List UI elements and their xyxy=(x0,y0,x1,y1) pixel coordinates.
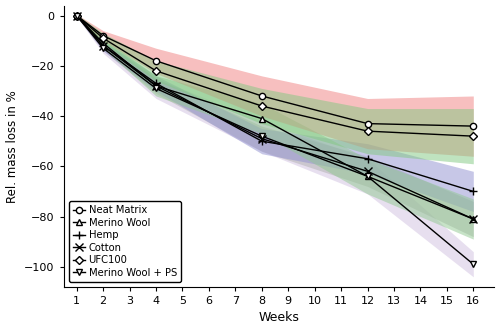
Merino Wool + PS xyxy=(153,86,159,90)
Merino Wool xyxy=(100,41,106,45)
UFC100 xyxy=(364,129,370,133)
Merino Wool xyxy=(259,116,265,120)
UFC100 xyxy=(470,134,476,138)
Neat Matrix xyxy=(364,122,370,126)
Merino Wool + PS xyxy=(259,134,265,138)
Neat Matrix xyxy=(100,34,106,38)
Merino Wool + PS xyxy=(74,14,80,17)
Cotton xyxy=(74,14,80,17)
Hemp xyxy=(100,44,106,48)
Line: Hemp: Hemp xyxy=(72,12,477,196)
UFC100 xyxy=(259,104,265,108)
Cotton xyxy=(470,217,476,221)
Hemp xyxy=(364,157,370,161)
Merino Wool xyxy=(153,84,159,88)
Hemp xyxy=(74,14,80,17)
Merino Wool + PS xyxy=(470,262,476,266)
Neat Matrix xyxy=(74,14,80,17)
Cotton xyxy=(100,44,106,48)
Hemp xyxy=(259,139,265,143)
Merino Wool + PS xyxy=(364,174,370,178)
Neat Matrix xyxy=(470,124,476,128)
Merino Wool xyxy=(470,217,476,221)
Cotton xyxy=(259,137,265,141)
Line: Cotton: Cotton xyxy=(72,12,477,223)
UFC100 xyxy=(74,14,80,17)
X-axis label: Weeks: Weeks xyxy=(258,312,300,324)
Merino Wool xyxy=(74,14,80,17)
Legend: Neat Matrix, Merino Wool, Hemp, Cotton, UFC100, Merino Wool + PS: Neat Matrix, Merino Wool, Hemp, Cotton, … xyxy=(68,201,181,282)
Merino Wool xyxy=(364,174,370,178)
Hemp xyxy=(470,189,476,193)
Cotton xyxy=(153,84,159,88)
UFC100 xyxy=(100,36,106,40)
Merino Wool + PS xyxy=(100,46,106,50)
Line: Neat Matrix: Neat Matrix xyxy=(74,13,476,129)
Line: Merino Wool + PS: Merino Wool + PS xyxy=(74,13,476,267)
Line: UFC100: UFC100 xyxy=(74,13,476,139)
Y-axis label: Rel. mass loss in %: Rel. mass loss in % xyxy=(6,90,18,203)
Hemp xyxy=(153,82,159,85)
Line: Merino Wool: Merino Wool xyxy=(74,13,476,222)
Neat Matrix xyxy=(153,59,159,63)
UFC100 xyxy=(153,69,159,73)
Neat Matrix xyxy=(259,94,265,98)
Cotton xyxy=(364,169,370,173)
